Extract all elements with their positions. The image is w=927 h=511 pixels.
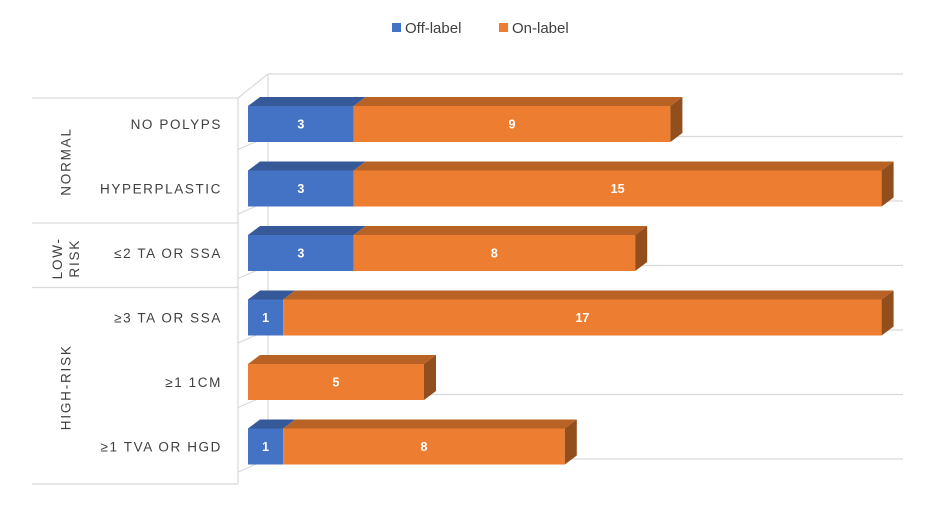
bar-segment: 15 xyxy=(353,161,894,207)
bar-segment: 3 xyxy=(248,161,366,207)
group-label-line: HIGH-RISK xyxy=(59,344,74,430)
bar-segment: 1 xyxy=(248,290,296,336)
floor-slant xyxy=(237,73,269,99)
group-label: NORMAL xyxy=(59,127,74,196)
bar-segment: 17 xyxy=(283,290,894,336)
bar-top-face xyxy=(248,290,296,300)
bar-segment: 1 xyxy=(248,419,296,465)
bar-side-face xyxy=(564,419,577,465)
legend-swatch xyxy=(392,23,401,32)
bar-front-face xyxy=(283,428,565,465)
data-label: 17 xyxy=(575,311,589,325)
legend-item: Off-label xyxy=(392,20,461,37)
bar-top-face xyxy=(248,355,436,364)
bar-segment: 9 xyxy=(353,97,683,142)
bar-side-face xyxy=(635,226,648,271)
legend-swatch xyxy=(499,23,508,32)
data-label: 8 xyxy=(421,440,428,454)
data-label: 3 xyxy=(297,247,304,261)
bar-segment: 5 xyxy=(248,355,436,400)
data-label: 8 xyxy=(491,247,498,261)
bar-top-face xyxy=(248,226,366,235)
group-label: LOW- RISK xyxy=(50,237,82,279)
bar-top-face xyxy=(353,97,683,106)
bar-segment: 8 xyxy=(283,419,577,465)
bar-top-face xyxy=(353,161,894,171)
bar-segment: 3 xyxy=(248,97,366,142)
bar-top-face xyxy=(353,226,648,235)
bar-side-face xyxy=(670,97,683,142)
bar-top-face xyxy=(248,161,366,171)
bar-top-face xyxy=(283,290,894,300)
category-label: ≥3 TA OR SSA xyxy=(114,311,222,326)
bar-front-face xyxy=(248,364,424,400)
bar-top-face xyxy=(283,419,577,429)
bar-front-face xyxy=(248,235,354,271)
bar-front-face xyxy=(353,170,882,207)
data-label: 15 xyxy=(611,182,625,196)
category-label: ≤2 TA OR SSA xyxy=(114,246,222,261)
group-label: HIGH-RISK xyxy=(59,344,74,430)
data-label: 1 xyxy=(262,311,269,325)
category-label: NO POLYPS xyxy=(131,117,222,132)
bar-front-face xyxy=(248,428,284,465)
group-label-line: LOW- xyxy=(50,237,65,279)
data-label: 1 xyxy=(262,440,269,454)
category-label: ≥1 TVA OR HGD xyxy=(101,440,222,455)
legend-item: On-label xyxy=(499,20,569,37)
bar-segment: 8 xyxy=(353,226,648,271)
chart-legend: Off-label On-label xyxy=(392,20,569,37)
bar-side-face xyxy=(881,290,894,336)
data-label: 3 xyxy=(297,182,304,196)
bar-front-face xyxy=(353,235,636,271)
category-labels: NO POLYPS HYPERPLASTIC ≤2 TA OR SSA ≥3 TA O… xyxy=(100,117,222,455)
bar-front-face xyxy=(353,106,671,142)
bar-segment: 3 xyxy=(248,226,366,271)
bar-top-face xyxy=(248,97,366,106)
data-label: 3 xyxy=(297,118,304,132)
group-label-line: NORMAL xyxy=(59,127,74,196)
bar-front-face xyxy=(248,170,354,207)
legend-label: Off-label xyxy=(405,20,461,37)
bar-side-face xyxy=(881,161,894,207)
bar-side-face xyxy=(424,355,436,400)
bar-front-face xyxy=(283,299,882,336)
bar-front-face xyxy=(248,106,354,142)
bar-front-face xyxy=(248,299,284,336)
group-label-line: RISK xyxy=(67,239,82,278)
legend-label: On-label xyxy=(512,20,569,37)
category-label: ≥1 1CM xyxy=(165,375,222,390)
group-labels: NORMAL LOW- RISK HIGH-RISK xyxy=(32,97,238,430)
data-label: 5 xyxy=(333,376,340,390)
category-label: HYPERPLASTIC xyxy=(100,182,222,197)
bar-top-face xyxy=(248,419,296,429)
chart-bars: 3 9 3 15 3 8 1 17 5 1 8 xyxy=(248,97,894,465)
data-label: 9 xyxy=(509,118,516,132)
